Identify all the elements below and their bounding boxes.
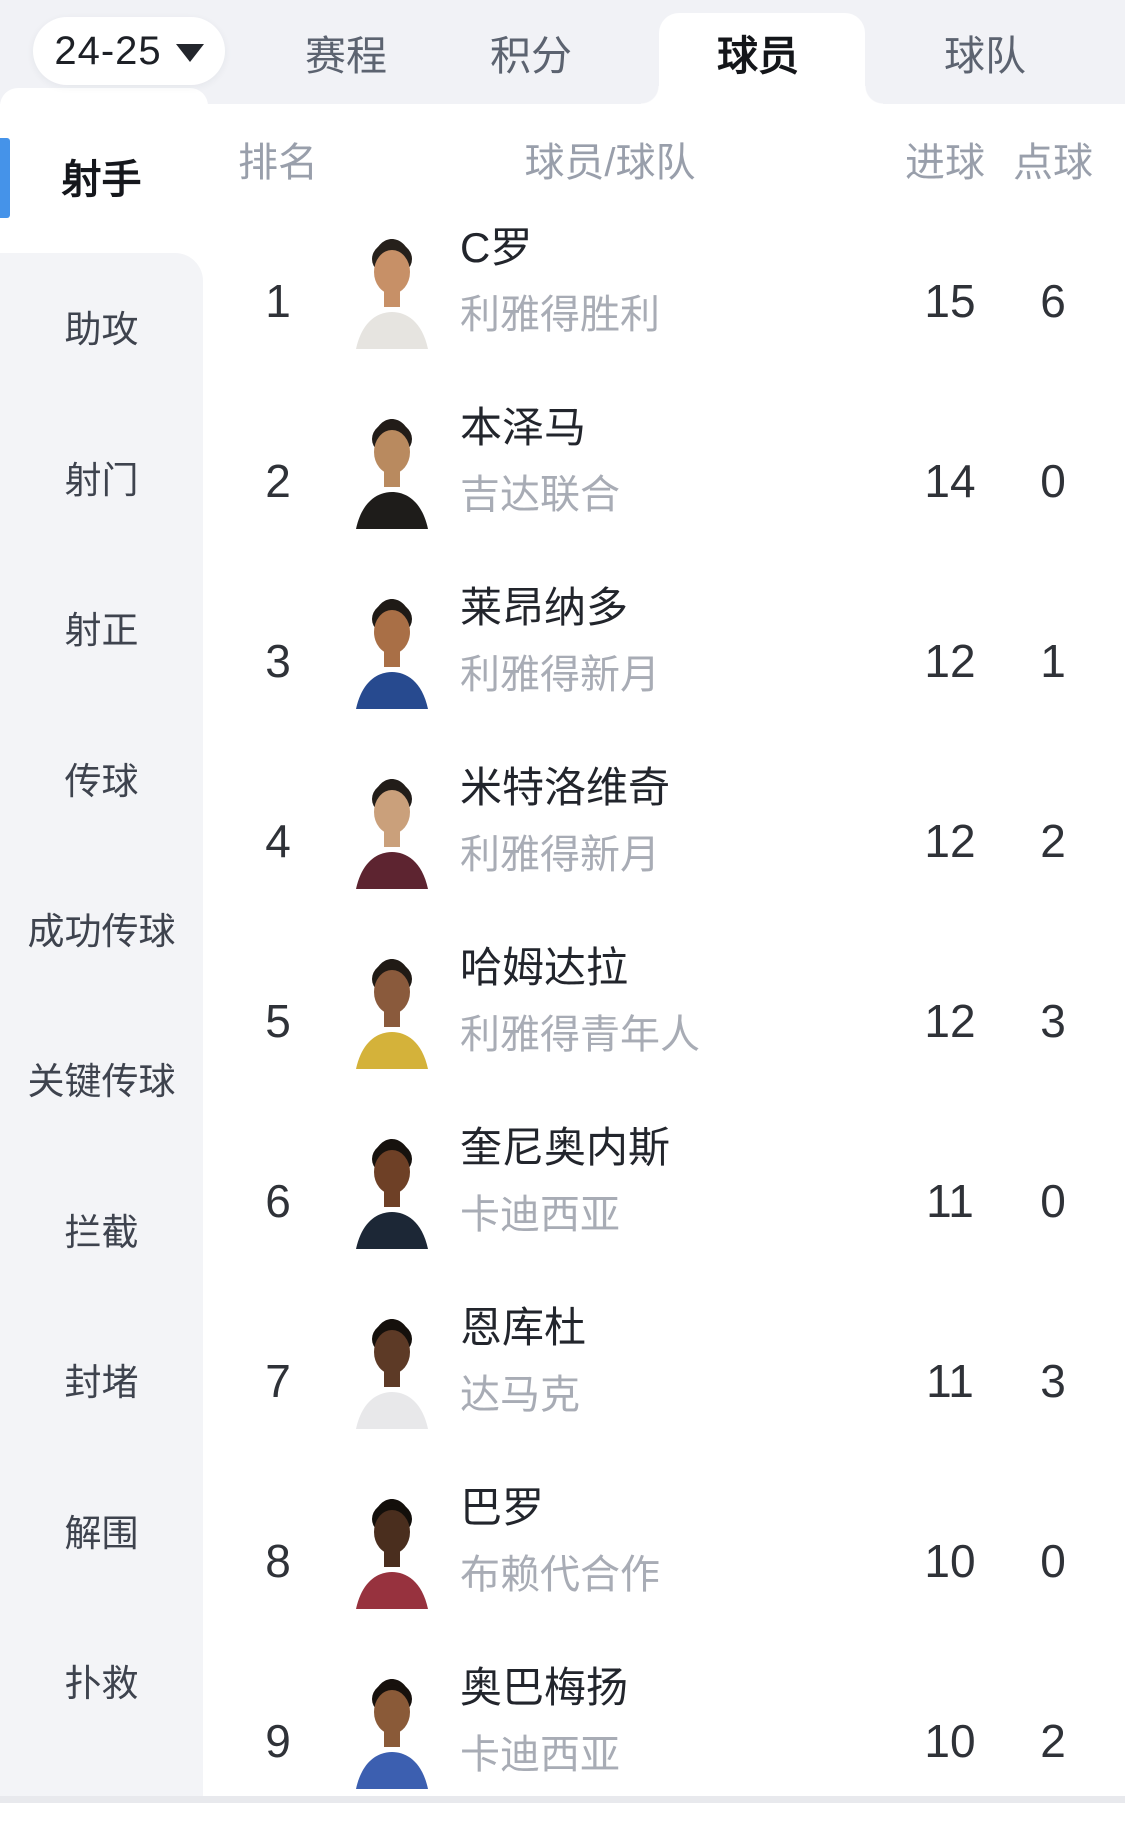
sidebar-item-1[interactable]: 射手 [61, 158, 142, 202]
table-row[interactable]: 1 C罗 利雅得胜利 15 6 [0, 211, 1125, 391]
player-avatar [348, 585, 436, 709]
column-header-goals: 进球 [905, 141, 985, 185]
active-tab-background [641, 13, 883, 104]
goals-value: 14 [924, 455, 976, 507]
goals-value: 11 [926, 1355, 974, 1407]
table-row[interactable]: 7 恩库杜 达马克 11 3 [0, 1291, 1125, 1471]
player-avatar [348, 225, 436, 349]
player-name: 巴罗 [460, 1484, 545, 1531]
player-team: 卡迪西亚 [460, 1733, 620, 1777]
penalties-value: 0 [1040, 455, 1066, 507]
player-team: 布赖代合作 [460, 1553, 660, 1597]
sidebar-item-3[interactable]: 射门 [64, 460, 139, 501]
player-name: 恩库杜 [460, 1304, 587, 1351]
sidebar-panel [0, 253, 203, 1803]
player-avatar [348, 765, 436, 889]
rank-value: 5 [265, 995, 291, 1047]
player-name: 哈姆达拉 [460, 944, 629, 991]
player-avatar [348, 945, 436, 1069]
goals-value: 12 [924, 815, 976, 867]
penalties-value: 0 [1040, 1535, 1066, 1587]
table-row[interactable]: 6 奎尼奥内斯 卡迪西亚 11 0 [0, 1111, 1125, 1291]
player-name: 本泽马 [460, 404, 587, 451]
goals-value: 12 [924, 635, 976, 687]
rank-value: 3 [265, 635, 291, 687]
sidebar-item-2[interactable]: 助攻 [64, 309, 139, 350]
sidebar-item-10[interactable]: 解围 [64, 1513, 139, 1554]
player-avatar [348, 1305, 436, 1429]
penalties-value: 2 [1040, 815, 1066, 867]
player-team: 利雅得胜利 [460, 293, 660, 337]
player-avatar [348, 1665, 436, 1789]
table-row[interactable]: 2 本泽马 吉达联合 14 0 [0, 391, 1125, 571]
content-sheet-corner [0, 88, 208, 108]
rank-value: 9 [265, 1715, 291, 1767]
sidebar-item-6[interactable]: 成功传球 [27, 911, 176, 952]
season-label: 24-25 [54, 28, 162, 73]
player-team: 卡迪西亚 [460, 1193, 620, 1237]
player-name: 奥巴梅扬 [460, 1664, 629, 1711]
penalties-value: 3 [1040, 995, 1066, 1047]
penalties-value: 3 [1040, 1355, 1066, 1407]
rank-value: 7 [265, 1355, 291, 1407]
table-row[interactable]: 9 奥巴梅扬 卡迪西亚 10 2 [0, 1651, 1125, 1831]
sidebar-item-7[interactable]: 关键传球 [27, 1061, 176, 1102]
rank-value: 6 [265, 1175, 291, 1227]
sidebar-item-4[interactable]: 射正 [64, 610, 139, 651]
table-row[interactable]: 3 莱昂纳多 利雅得新月 12 1 [0, 571, 1125, 751]
tab-3[interactable]: 球员 [717, 33, 799, 79]
tab-1[interactable]: 赛程 [305, 33, 387, 79]
player-team: 利雅得新月 [460, 833, 660, 877]
column-header-player: 球员/球队 [524, 141, 696, 185]
sidebar-item-11[interactable]: 扑救 [64, 1663, 139, 1704]
table-row[interactable]: 8 巴罗 布赖代合作 10 0 [0, 1471, 1125, 1651]
table-row[interactable]: 4 米特洛维奇 利雅得新月 12 2 [0, 751, 1125, 931]
penalties-value: 2 [1040, 1715, 1066, 1767]
player-name: 米特洛维奇 [460, 764, 671, 811]
penalties-value: 0 [1040, 1175, 1066, 1227]
penalties-value: 6 [1040, 275, 1066, 327]
sidebar-item-9[interactable]: 封堵 [64, 1362, 139, 1403]
sidebar-item-8[interactable]: 拦截 [64, 1212, 139, 1253]
caret-down-icon [175, 44, 204, 62]
goals-value: 11 [926, 1175, 974, 1227]
season-selector[interactable]: 24-25 [33, 17, 225, 85]
sidebar-item-5[interactable]: 传球 [64, 761, 139, 802]
player-name: 奎尼奥内斯 [460, 1124, 671, 1171]
player-avatar [348, 405, 436, 529]
player-table: 1 C罗 利雅得胜利 15 6 2 本泽马 吉达联合 14 0 3 莱昂纳多 利… [0, 211, 1125, 1831]
goals-value: 15 [924, 275, 976, 327]
rank-value: 2 [265, 455, 291, 507]
tab-4[interactable]: 球队 [944, 33, 1026, 79]
table-row[interactable]: 5 哈姆达拉 利雅得青年人 12 3 [0, 931, 1125, 1111]
rank-value: 4 [265, 815, 291, 867]
goals-value: 10 [924, 1715, 976, 1767]
goals-value: 10 [924, 1535, 976, 1587]
player-name: 莱昂纳多 [460, 584, 629, 631]
player-team: 吉达联合 [460, 473, 620, 517]
player-name: C罗 [460, 224, 533, 271]
penalties-value: 1 [1040, 635, 1066, 687]
bottom-edge-strip [0, 1796, 1125, 1803]
player-team: 利雅得青年人 [460, 1013, 700, 1057]
column-header-penalties: 点球 [1013, 141, 1093, 185]
rank-value: 1 [265, 275, 291, 327]
player-team: 利雅得新月 [460, 653, 660, 697]
active-item-accent-bar [0, 138, 10, 218]
tab-2[interactable]: 积分 [490, 33, 572, 79]
goals-value: 12 [924, 995, 976, 1047]
player-avatar [348, 1485, 436, 1609]
player-team: 达马克 [460, 1373, 580, 1417]
player-avatar [348, 1125, 436, 1249]
rank-value: 8 [265, 1535, 291, 1587]
column-header-rank: 排名 [238, 141, 318, 185]
